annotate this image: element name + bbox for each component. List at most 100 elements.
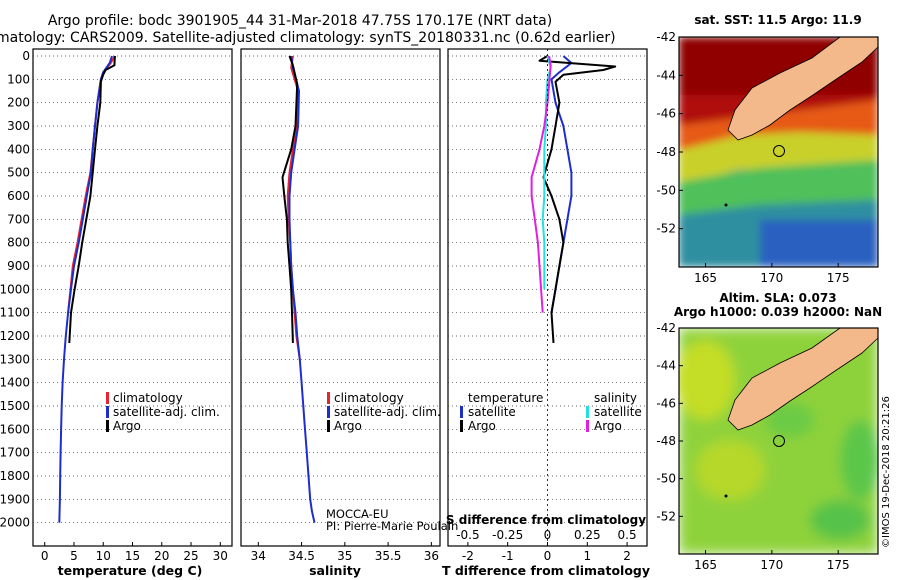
series-line-salinity-argo <box>530 55 552 313</box>
legend-swatch-climatology <box>106 392 109 404</box>
salinity-grid <box>241 55 440 524</box>
map-lat-label: -46 <box>656 396 676 410</box>
series-line-salinity-satellite <box>541 55 552 290</box>
depth-tick-label: 1800 <box>0 469 30 483</box>
sst-map-axes: 165 170 175 -42 -44 -46 -48 -50 -52 <box>656 30 849 285</box>
credit-label: MOCCA-EU <box>326 507 388 521</box>
x-tick-label: 20 <box>154 549 169 563</box>
x-tick-label: 34.5 <box>288 549 315 563</box>
map-lat-label: -48 <box>656 145 676 159</box>
s-tick-label: -0.5 <box>456 528 479 542</box>
sla-map-subtitle: Argo h1000: 0.039 h2000: NaN <box>674 305 882 319</box>
title-line-2: Climatology: CARS2009. Satellite-adjuste… <box>0 30 616 46</box>
series-line-satellite-adj-clim- <box>288 55 316 523</box>
series-line-satellite-adj-clim- <box>58 55 113 523</box>
salinity-panel-frame <box>240 48 441 547</box>
map-lat-label: -48 <box>656 434 676 448</box>
x-tick-label: 15 <box>125 549 140 563</box>
sst-map: sat. SST: 11.5 Argo: 11.9 165 170 175 -42 -4… <box>656 13 879 285</box>
temperature-axis-label: temperature (deg C) <box>58 563 203 578</box>
map-lat-label: -52 <box>656 509 676 523</box>
depth-tick-label: 500 <box>7 166 30 180</box>
legend-label-satellite: satellite-adj. clim. <box>113 405 220 419</box>
x-tick-label: 25 <box>183 549 198 563</box>
timestamp-stamp: ©IMOS 19-Dec-2018 20:21:26 <box>881 396 892 548</box>
difference-lines <box>530 49 617 546</box>
legend-swatch-argo <box>106 420 109 432</box>
temperature-grid <box>33 55 232 524</box>
depth-tick-label: 200 <box>7 96 30 110</box>
argo-float-marker <box>773 145 785 157</box>
depth-tick-label: 1500 <box>0 399 30 413</box>
x-tick-label: 30 <box>213 549 228 563</box>
series-line-temperature-satellite <box>550 55 573 313</box>
series-line-argo <box>281 55 299 344</box>
legend-swatch-argo <box>327 420 330 432</box>
map-lat-label: -50 <box>656 183 676 197</box>
depth-tick-label: 1200 <box>0 329 30 343</box>
legend-label-s-satellite: satellite <box>594 405 642 419</box>
map-lat-label: -52 <box>656 222 676 236</box>
x-tick-label: 5 <box>70 549 78 563</box>
legend-label-t-argo: Argo <box>468 419 496 433</box>
legend-label-argo: Argo <box>113 419 141 433</box>
series-line-temperature-argo <box>538 55 617 344</box>
x-tick-label: -1 <box>502 549 514 563</box>
depth-tick-label: 400 <box>7 142 30 156</box>
t-difference-axis-label: T difference from climatology <box>442 563 650 578</box>
x-tick-label: 36 <box>424 549 439 563</box>
difference-legend: temperature satellite Argo salinity sate… <box>460 391 642 433</box>
depth-tick-label: 1600 <box>0 422 30 436</box>
legend-label-argo: Argo <box>334 419 362 433</box>
depth-tick-label: 1700 <box>0 446 30 460</box>
legend-label-climatology: climatology <box>113 391 183 405</box>
depth-tick-label: 100 <box>7 72 30 86</box>
x-tick-label: 35 <box>337 549 352 563</box>
map-lat-label: -46 <box>656 107 676 121</box>
salinity-lines <box>281 55 316 523</box>
map-lat-label: -44 <box>656 359 676 373</box>
depth-tick-label: 700 <box>7 212 30 226</box>
depth-tick-label: 300 <box>7 119 30 133</box>
map-lon-label: 165 <box>694 558 717 572</box>
legend-label-climatology: climatology <box>334 391 404 405</box>
legend-title-temperature: temperature <box>468 391 543 405</box>
sla-land <box>724 328 878 498</box>
temperature-panel-frame <box>32 48 233 547</box>
temperature-axis: 0 5 10 15 20 25 30 <box>41 542 228 563</box>
sla-map: Altim. SLA: 0.073 Argo h1000: 0.039 h200… <box>656 291 882 572</box>
island-marker <box>724 203 728 207</box>
temperature-legend: climatology satellite-adj. clim. Argo <box>106 391 220 433</box>
sst-map-title: sat. SST: 11.5 Argo: 11.9 <box>694 13 861 27</box>
legend-swatch-s-argo <box>586 420 589 432</box>
depth-tick-label: 600 <box>7 189 30 203</box>
map-lon-label: 170 <box>760 558 783 572</box>
map-lon-label: 165 <box>694 271 717 285</box>
depth-tick-label: 1400 <box>0 376 30 390</box>
legend-swatch-t-argo <box>460 420 463 432</box>
legend-label-t-satellite: satellite <box>468 405 516 419</box>
depth-tick-label: 900 <box>7 259 30 273</box>
s-tick-label: 0.5 <box>618 528 637 542</box>
pi-label: PI: Pierre-Marie Poulain <box>326 519 458 533</box>
depth-tick-label: 0 <box>22 49 30 63</box>
title-line-1: Argo profile: bodc 3901905_44 31-Mar-201… <box>48 13 552 29</box>
map-lon-label: 175 <box>827 558 850 572</box>
x-tick-label: 1 <box>583 549 591 563</box>
x-tick-label: 10 <box>96 549 111 563</box>
depth-tick-label: 2000 <box>0 516 30 530</box>
south-island-land <box>727 328 878 431</box>
map-lon-label: 170 <box>760 271 783 285</box>
legend-label-s-argo: Argo <box>594 419 622 433</box>
x-tick-label: 0 <box>544 549 552 563</box>
depth-tick-label: 1000 <box>0 282 30 296</box>
temperature-panel: 0100200300400500600700800900100011001200… <box>0 48 233 578</box>
x-tick-label: -2 <box>462 549 474 563</box>
s-tick-label: 0.25 <box>574 528 601 542</box>
argo-float-marker <box>773 435 785 447</box>
map-lon-label: 175 <box>827 271 850 285</box>
legend-label-satellite: satellite-adj. clim. <box>334 405 441 419</box>
legend-title-salinity: salinity <box>594 391 637 405</box>
depth-axis: 0 100 200 300 400 500 600 700 800 900 1000 1100 1200… <box>0 49 30 530</box>
